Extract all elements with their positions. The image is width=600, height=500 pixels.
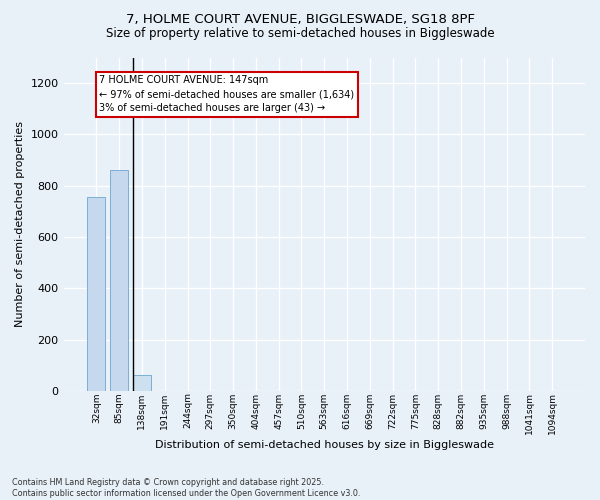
Bar [87,198,106,391]
Text: 7, HOLME COURT AVENUE, BIGGLESWADE, SG18 8PF: 7, HOLME COURT AVENUE, BIGGLESWADE, SG18… [125,12,475,26]
Text: Contains HM Land Registry data © Crown copyright and database right 2025.
Contai: Contains HM Land Registry data © Crown c… [12,478,361,498]
Y-axis label: Number of semi-detached properties: Number of semi-detached properties [15,122,25,328]
X-axis label: Distribution of semi-detached houses by size in Biggleswade: Distribution of semi-detached houses by … [155,440,494,450]
Text: 7 HOLME COURT AVENUE: 147sqm
← 97% of semi-detached houses are smaller (1,634)
3: 7 HOLME COURT AVENUE: 147sqm ← 97% of se… [99,76,354,114]
Bar [110,170,128,391]
Text: Size of property relative to semi-detached houses in Biggleswade: Size of property relative to semi-detach… [106,28,494,40]
Bar [133,375,151,391]
